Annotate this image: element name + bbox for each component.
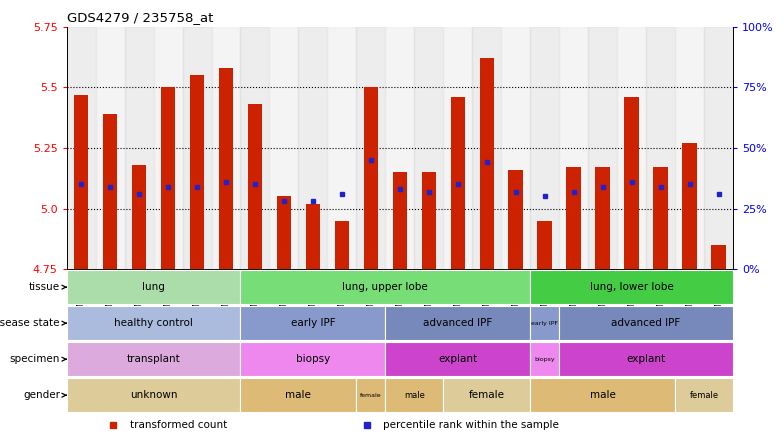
Text: GDS4279 / 235758_at: GDS4279 / 235758_at <box>67 11 213 24</box>
Bar <box>74 95 89 269</box>
Text: healthy control: healthy control <box>114 318 193 328</box>
Text: explant: explant <box>626 354 666 364</box>
Bar <box>386 378 443 412</box>
Bar <box>559 342 733 376</box>
Bar <box>704 27 733 269</box>
Bar <box>306 204 320 269</box>
Text: female: female <box>360 393 382 398</box>
Text: transplant: transplant <box>127 354 180 364</box>
Bar <box>530 270 733 304</box>
Bar <box>67 270 241 304</box>
Bar <box>624 97 639 269</box>
Text: lung: lung <box>142 282 165 292</box>
Bar <box>646 27 675 269</box>
Bar <box>595 167 610 269</box>
Text: percentile rank within the sample: percentile rank within the sample <box>383 420 559 430</box>
Bar <box>675 378 733 412</box>
Bar <box>67 306 241 340</box>
Text: advanced IPF: advanced IPF <box>612 318 681 328</box>
Text: early IPF: early IPF <box>291 318 336 328</box>
Bar <box>154 27 183 269</box>
Text: lung, lower lobe: lung, lower lobe <box>590 282 673 292</box>
Text: lung, upper lobe: lung, upper lobe <box>343 282 428 292</box>
Bar <box>67 378 241 412</box>
Bar <box>125 27 154 269</box>
Bar <box>422 172 436 269</box>
Text: explant: explant <box>438 354 477 364</box>
Bar <box>386 306 530 340</box>
Bar <box>270 27 299 269</box>
Bar <box>451 97 465 269</box>
Text: specimen: specimen <box>9 354 60 364</box>
Text: male: male <box>404 391 425 400</box>
Bar <box>67 342 241 376</box>
Bar <box>190 75 205 269</box>
Bar <box>530 306 559 340</box>
Bar <box>132 165 147 269</box>
Text: disease state: disease state <box>0 318 60 328</box>
Text: transformed count: transformed count <box>130 420 227 430</box>
Bar <box>335 221 349 269</box>
Bar <box>67 27 96 269</box>
Bar <box>414 27 443 269</box>
Bar <box>588 27 617 269</box>
Bar <box>299 27 328 269</box>
Text: biopsy: biopsy <box>535 357 555 362</box>
Bar <box>386 342 530 376</box>
Text: advanced IPF: advanced IPF <box>423 318 492 328</box>
Text: unknown: unknown <box>130 390 177 400</box>
Text: tissue: tissue <box>29 282 60 292</box>
Bar <box>711 245 726 269</box>
Bar <box>509 170 523 269</box>
Bar <box>241 270 530 304</box>
Bar <box>559 27 588 269</box>
Bar <box>675 27 704 269</box>
Text: female: female <box>689 391 719 400</box>
Text: gender: gender <box>23 390 60 400</box>
Bar <box>443 378 530 412</box>
Bar <box>219 68 234 269</box>
Text: biopsy: biopsy <box>296 354 330 364</box>
Bar <box>183 27 212 269</box>
Bar <box>530 27 559 269</box>
Bar <box>501 27 530 269</box>
Bar <box>559 306 733 340</box>
Bar <box>393 172 407 269</box>
Bar <box>357 378 386 412</box>
Bar <box>241 27 270 269</box>
Bar <box>241 342 386 376</box>
Bar <box>248 104 262 269</box>
Bar <box>386 27 414 269</box>
Bar <box>357 27 386 269</box>
Bar <box>530 378 675 412</box>
Text: early IPF: early IPF <box>532 321 558 325</box>
Text: male: male <box>590 390 615 400</box>
Bar <box>653 167 668 269</box>
Bar <box>212 27 241 269</box>
Bar <box>617 27 646 269</box>
Bar <box>96 27 125 269</box>
Bar <box>241 306 386 340</box>
Text: female: female <box>469 390 505 400</box>
Bar <box>566 167 581 269</box>
Bar <box>538 221 552 269</box>
Bar <box>277 196 291 269</box>
Bar <box>364 87 378 269</box>
Bar <box>443 27 472 269</box>
Bar <box>328 27 357 269</box>
Bar <box>241 378 357 412</box>
Bar <box>472 27 501 269</box>
Bar <box>161 87 176 269</box>
Bar <box>682 143 697 269</box>
Bar <box>530 342 559 376</box>
Text: male: male <box>285 390 311 400</box>
Bar <box>103 114 118 269</box>
Bar <box>480 58 494 269</box>
